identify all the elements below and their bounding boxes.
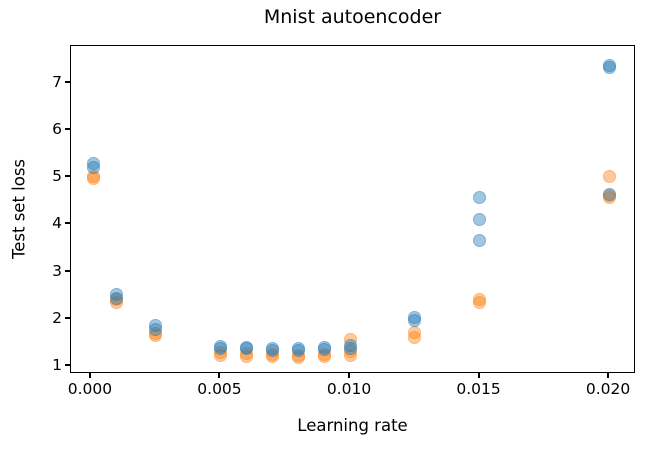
chart-title: Mnist autoencoder [263, 6, 442, 28]
y-tick-mark [65, 316, 70, 319]
x-tick-label: 0.020 [585, 380, 631, 398]
y-tick-mark [65, 222, 70, 225]
y-tick-mark [65, 175, 70, 178]
x-axis-label: Learning rate [297, 416, 408, 435]
data-point-blue-runs [87, 161, 101, 175]
data-point-blue-runs [473, 233, 487, 247]
y-tick-mark [65, 269, 70, 272]
data-point-blue-runs [408, 313, 422, 327]
data-point-blue-runs [317, 342, 331, 356]
y-tick-label: 2 [52, 308, 62, 327]
y-tick-mark [65, 128, 70, 130]
y-tick-mark [65, 80, 70, 83]
data-point-blue-runs [149, 322, 163, 336]
y-tick-mark [65, 363, 70, 366]
data-point-orange-runs [473, 295, 487, 309]
x-tick-label: 0.015 [456, 380, 501, 398]
y-tick-label: 5 [52, 167, 62, 186]
data-point-blue-runs [265, 344, 279, 358]
y-tick-label: 4 [52, 214, 62, 233]
data-point-blue-runs [239, 342, 253, 356]
x-tick-label: 0.005 [197, 380, 242, 398]
data-point-blue-runs [110, 291, 124, 305]
x-tick-mark [218, 373, 221, 378]
y-tick-label: 1 [52, 355, 62, 374]
x-tick-mark [607, 373, 610, 378]
y-tick-label: 3 [52, 261, 62, 280]
data-point-blue-runs [473, 212, 487, 226]
data-point-blue-runs [291, 343, 305, 357]
data-point-orange-runs [87, 172, 101, 186]
data-point-blue-runs [473, 190, 487, 204]
y-tick-label: 6 [52, 120, 62, 138]
data-point-blue-runs [602, 188, 616, 202]
x-tick-mark [88, 373, 91, 378]
y-tick-label: 7 [52, 72, 62, 91]
plot-area [70, 45, 635, 373]
x-tick-label: 0.010 [326, 380, 372, 398]
x-tick-mark [348, 373, 350, 378]
data-point-orange-runs [408, 330, 422, 344]
data-point-orange-runs [602, 169, 616, 183]
x-tick-label: 0.000 [67, 380, 113, 398]
data-point-blue-runs [343, 341, 357, 355]
data-point-blue-runs [602, 61, 616, 75]
data-point-blue-runs [213, 342, 227, 355]
x-tick-mark [477, 373, 480, 378]
